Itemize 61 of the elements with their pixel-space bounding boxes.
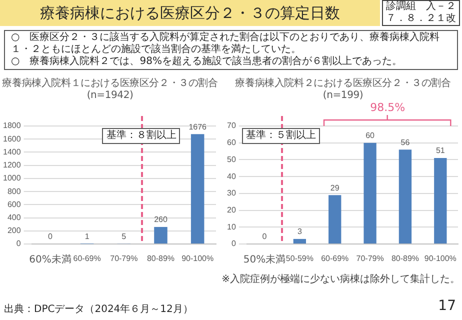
x-tick-label: 50%未満: [243, 254, 286, 266]
ref-line-label: 基準：５割以上: [242, 128, 320, 144]
text: ※入院症例が極端に少ない病棟は除外して集計した。: [222, 272, 460, 286]
x-tick-label: 70-79%: [110, 254, 138, 264]
text: 療養病棟における医療区分２・３の算定日数: [0, 0, 380, 26]
y-tick-label: 1200: [3, 160, 22, 170]
bar: [190, 134, 204, 244]
text: ○ 医療区分２・３に該当する入院料が算定された割合は以下のとおりであり、療養病棟入院料１・２ともにほとんどの施設で該当割合の基準を満たしていた。: [11, 32, 441, 56]
y-tick-label: 40: [226, 172, 236, 181]
text: 17: [438, 298, 456, 314]
chart-subtitle: (n=1942): [86, 90, 134, 102]
y-tick-label: 0: [231, 239, 236, 248]
y-tick-label: 0: [16, 239, 22, 248]
bar: [398, 150, 412, 244]
y-tick-label: 50: [226, 154, 236, 164]
y-tick-label: 1600: [3, 134, 22, 144]
bar: [154, 226, 168, 244]
data-label: 260: [154, 215, 168, 224]
source-note: 出典：DPCデータ（2024年６月～12月）: [4, 302, 193, 316]
y-tick-label: 400: [7, 212, 22, 222]
x-tick-label: 90-100%: [424, 254, 456, 264]
bar: [434, 158, 447, 244]
chart-title: 療養病棟入院料２における医療区分２・３の割合: [234, 78, 452, 90]
y-tick-label: 1000: [3, 174, 22, 183]
data-label: 56: [400, 138, 410, 147]
bar: [364, 142, 376, 244]
chart-title: 療養病棟入院料１における医療区分２・３の割合: [1, 78, 219, 90]
y-tick-label: 70: [226, 121, 236, 130]
y-tick-label: 20: [226, 205, 236, 214]
x-tick-label: 50-59%: [286, 254, 314, 264]
y-tick-label: 10: [226, 222, 236, 232]
x-tick-label: 80-89%: [391, 254, 420, 264]
y-tick-label: 800: [7, 186, 22, 196]
bar: [328, 195, 342, 244]
chart-subtitle: (n=199): [322, 90, 364, 102]
x-tick-label: 60-69%: [321, 254, 349, 264]
y-tick-label: 1800: [3, 121, 22, 130]
y-tick-label: 60: [226, 138, 236, 148]
data-label: 1676: [188, 122, 208, 132]
y-tick-label: 30: [226, 188, 236, 198]
y-tick-label: 1400: [3, 147, 22, 156]
bar: [293, 238, 306, 244]
data-label: 3: [297, 227, 302, 236]
x-tick-label: 80-89%: [146, 254, 175, 264]
x-tick-label: 70-79%: [356, 254, 384, 264]
y-tick-label: 600: [7, 200, 22, 209]
data-label: 5: [122, 232, 127, 241]
data-label: 0: [48, 232, 53, 242]
y-tick-label: 200: [7, 226, 22, 236]
text: 98.5%: [369, 101, 406, 114]
ref-line-label: 基準：８割以上: [102, 128, 180, 144]
x-tick-label: 90-100%: [182, 254, 214, 264]
text: ○ 療養病棟入院料２では、98%を超える施設で該当患者の割合が６割以上であった。: [11, 56, 403, 68]
data-label: 0: [262, 232, 268, 242]
data-label: 1: [84, 232, 90, 242]
x-tick-label: 60-69%: [73, 254, 101, 264]
data-label: 60: [366, 131, 376, 140]
text: 診調組 入－２７．８．２１改: [382, 0, 460, 26]
data-label: 51: [436, 146, 446, 156]
x-tick-label: 60%未満: [29, 254, 72, 266]
data-label: 29: [330, 183, 340, 192]
